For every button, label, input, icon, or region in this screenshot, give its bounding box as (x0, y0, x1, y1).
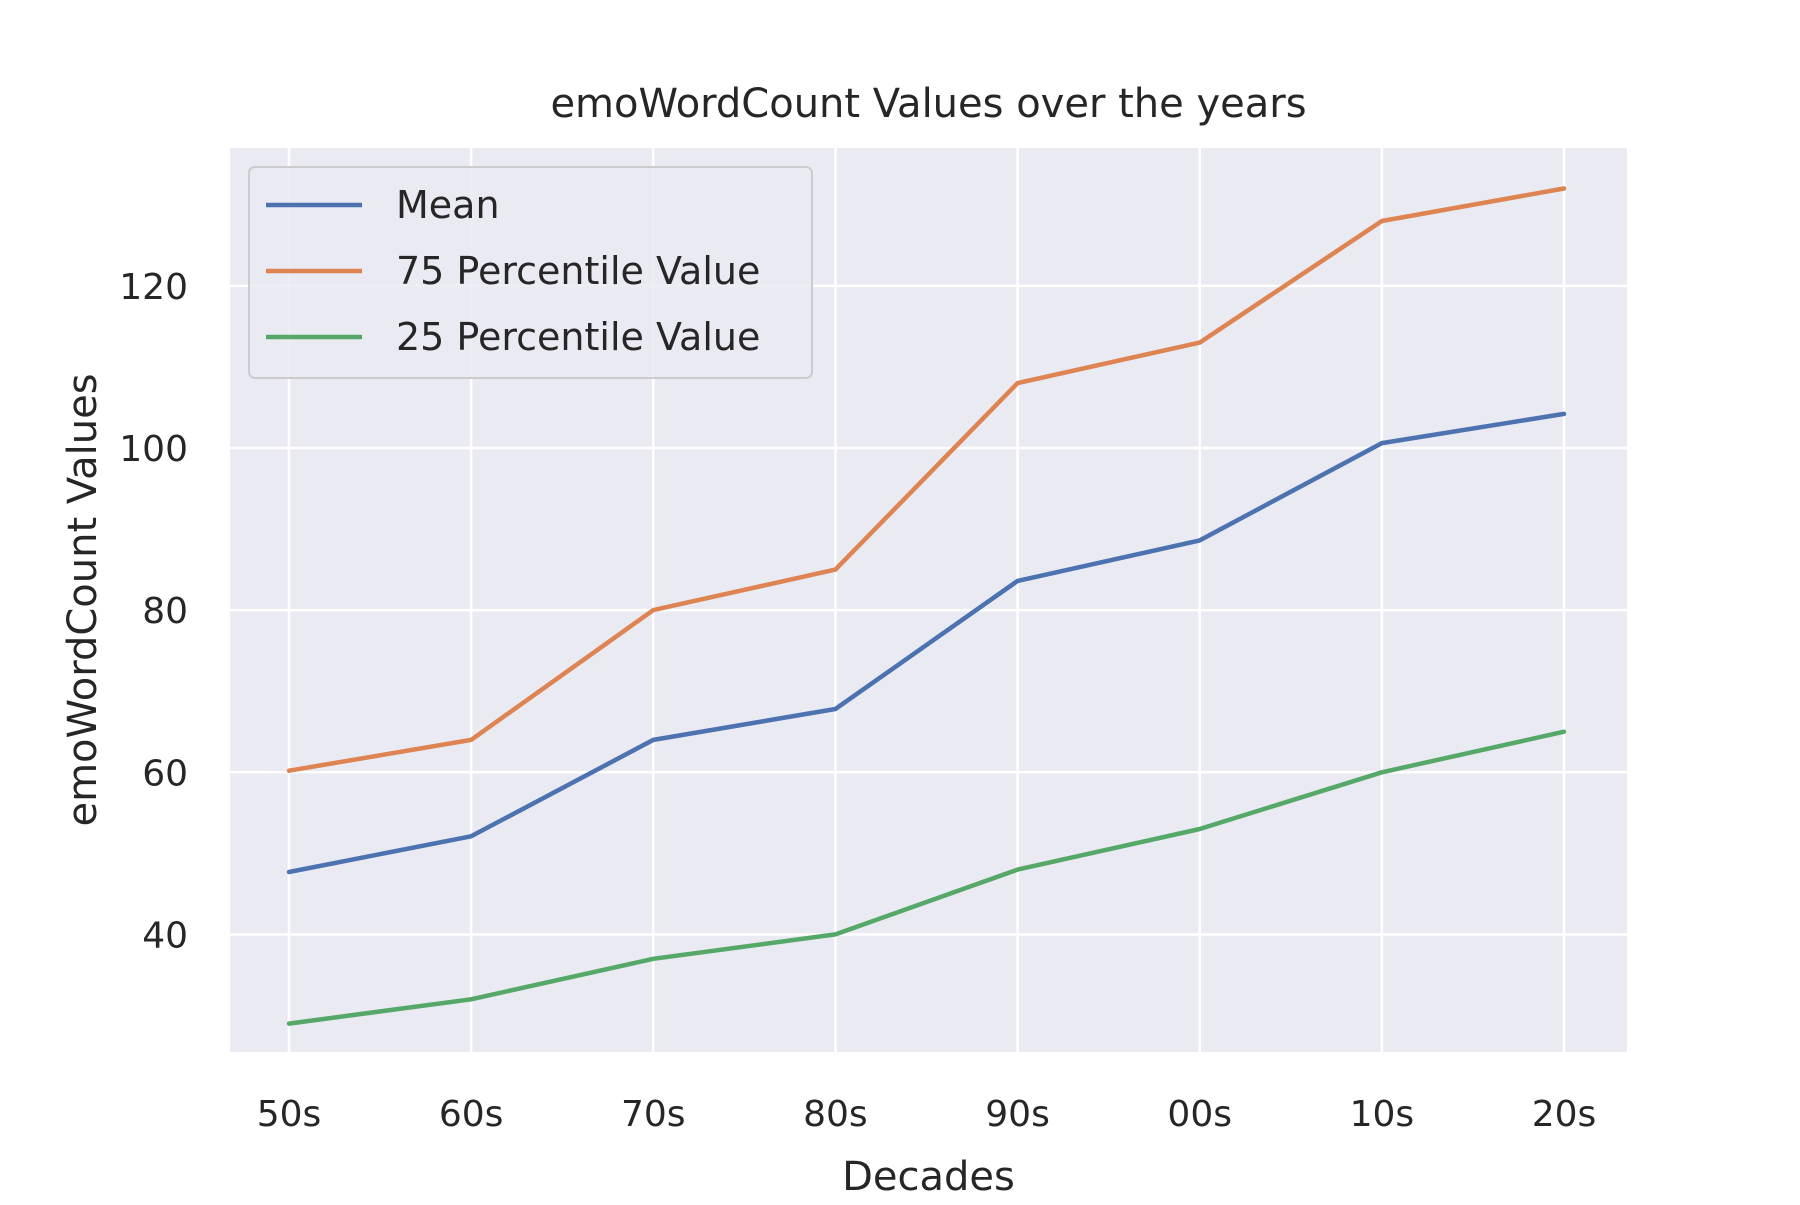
legend: Mean 75 Percentile Value 25 Percentile Val… (248, 166, 813, 379)
x-tick-label: 50s (257, 1094, 322, 1135)
legend-label: 75 Percentile Value (396, 249, 760, 293)
y-tick-label: 80 (142, 591, 188, 632)
x-tick-label: 90s (985, 1094, 1050, 1135)
legend-label: 25 Percentile Value (396, 315, 760, 359)
series-lines (286, 186, 1567, 1026)
legend-box (248, 166, 813, 379)
x-tick-label: 10s (1350, 1094, 1415, 1135)
x-tick-labels: 50s 60s 70s 80s 90s 00s 10s 20s (257, 1094, 1597, 1135)
y-tick-label: 100 (119, 429, 188, 470)
series-line-2 (286, 729, 1567, 1026)
y-tick-label: 40 (142, 915, 188, 956)
y-tick-labels: 40 60 80 100 120 (119, 267, 188, 957)
x-tick-label: 00s (1167, 1094, 1232, 1135)
legend-label: Mean (396, 183, 500, 227)
y-tick-label: 60 (142, 753, 188, 794)
x-tick-label: 60s (439, 1094, 504, 1135)
y-tick-label: 120 (119, 267, 188, 308)
series-line-1 (286, 186, 1567, 773)
chart-title: emoWordCount Values over the years (550, 81, 1306, 127)
x-tick-label: 70s (621, 1094, 686, 1135)
x-tick-label: 80s (803, 1094, 868, 1135)
x-axis-label: Decades (842, 1154, 1015, 1200)
series-line-0 (286, 411, 1567, 875)
x-tick-label: 20s (1532, 1094, 1597, 1135)
y-axis-label: emoWordCount Values (60, 373, 106, 826)
